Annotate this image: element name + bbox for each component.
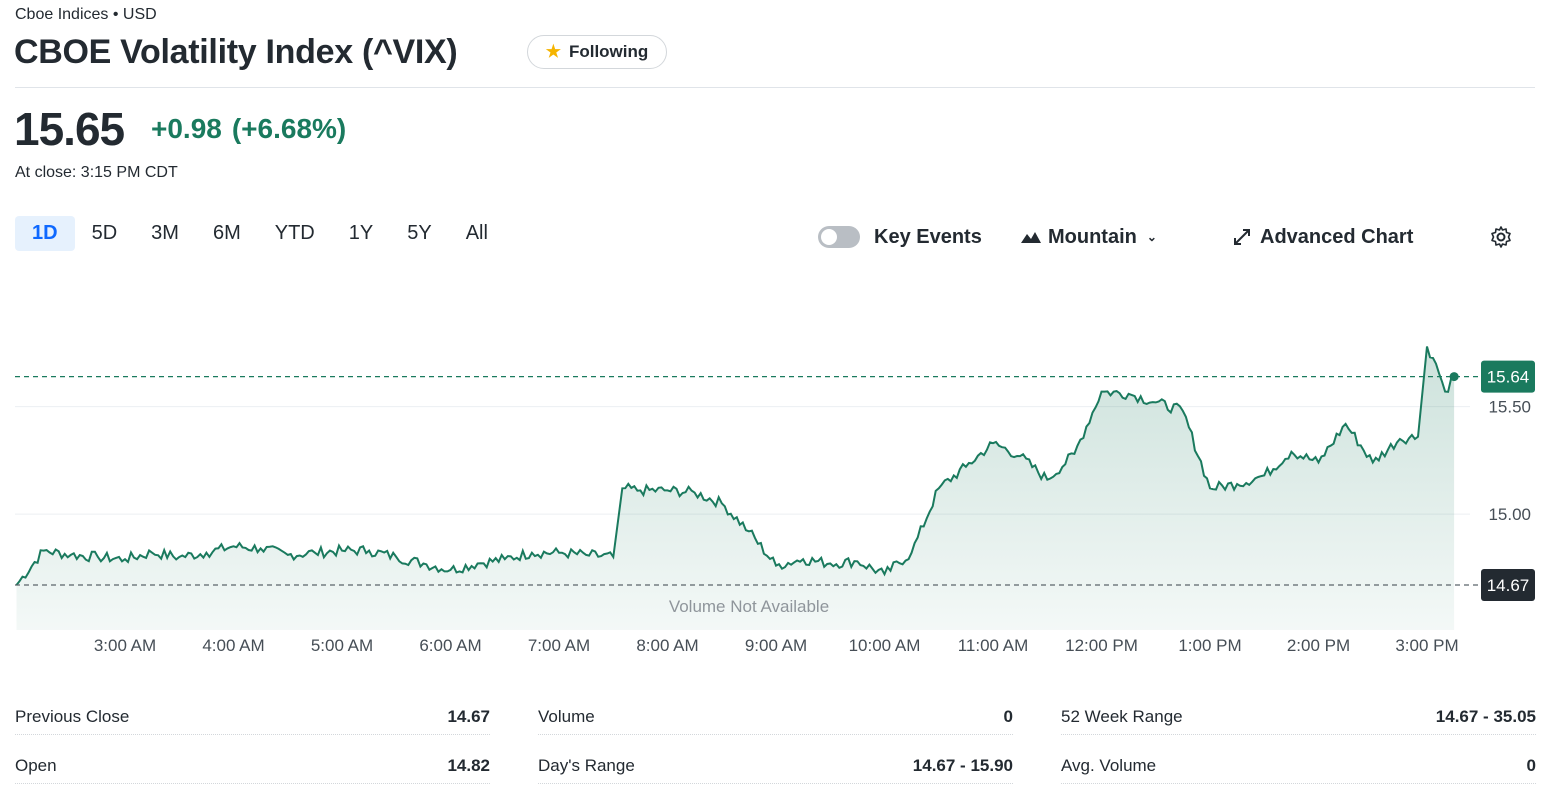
- stat-row-52-week-range: 52 Week Range 14.67 - 35.05: [1061, 700, 1536, 735]
- x-tick-label: 5:00 AM: [311, 636, 373, 655]
- change-percent: (+6.68%): [231, 113, 347, 144]
- star-icon: ★: [545, 42, 561, 61]
- current-price-label: 15.64: [1487, 368, 1530, 387]
- x-axis: 3:00 AM 4:00 AM 5:00 AM 6:00 AM 7:00 AM 8:00 …: [94, 636, 1459, 655]
- settings-button[interactable]: [1489, 222, 1513, 252]
- advanced-chart-label: Advanced Chart: [1260, 225, 1414, 248]
- chart-type-label: Mountain: [1048, 225, 1137, 248]
- stat-value: 14.67 - 15.90: [912, 756, 1013, 775]
- current-price-badge: [1481, 360, 1535, 393]
- chevron-down-icon: ⌄: [1146, 230, 1157, 244]
- key-events-toggle[interactable]: Key Events: [818, 222, 982, 252]
- stats-column: Volume 0 Day's Range 14.67 - 15.90: [538, 700, 1013, 798]
- x-tick-label: 3:00 AM: [94, 636, 156, 655]
- expand-icon: [1234, 229, 1250, 245]
- page-title: CBOE Volatility Index (^VIX): [14, 33, 458, 71]
- stats-column: 52 Week Range 14.67 - 35.05 Avg. Volume …: [1061, 700, 1536, 798]
- advanced-chart-button[interactable]: Advanced Chart: [1232, 222, 1413, 252]
- price-change: +0.98 (+6.68%): [151, 113, 356, 145]
- range-tab-3m[interactable]: 3M: [151, 222, 179, 244]
- stat-label: Avg. Volume: [1061, 756, 1157, 775]
- stat-value: 14.67 - 35.05: [1435, 707, 1536, 726]
- range-tab-6m[interactable]: 6M: [212, 222, 241, 244]
- x-tick-label: 10:00 AM: [849, 636, 921, 655]
- current-price: 15.65: [14, 103, 125, 155]
- price-chart[interactable]: 15.64 14.67 15.50 15.00 Volume Not Avail…: [0, 280, 1543, 670]
- range-tab-1d[interactable]: 1D: [15, 216, 75, 251]
- change-value: +0.98: [151, 113, 222, 144]
- stat-row-previous-close: Previous Close 14.67: [15, 700, 490, 735]
- range-tab-5y[interactable]: 5Y: [407, 222, 432, 244]
- stat-value: 0: [1526, 756, 1536, 775]
- x-tick-label: 4:00 AM: [202, 636, 264, 655]
- x-tick-label: 11:00 AM: [958, 636, 1029, 655]
- following-label: Following: [568, 42, 649, 61]
- stat-row-open: Open 14.82: [15, 749, 490, 784]
- stat-label: Previous Close: [15, 707, 130, 726]
- chart-type-dropdown[interactable]: Mountain ⌄: [1020, 222, 1157, 252]
- range-tab-1y[interactable]: 1Y: [348, 222, 374, 244]
- stat-label: Open: [15, 756, 57, 775]
- stat-row-days-range: Day's Range 14.67 - 15.90: [538, 749, 1013, 784]
- y-tick-label: 15.00: [1488, 505, 1531, 524]
- x-tick-label: 3:00 PM: [1395, 636, 1458, 655]
- range-tab-all[interactable]: All: [465, 222, 488, 244]
- mountain-icon: [1021, 232, 1041, 243]
- mountain-area: [16, 346, 1455, 630]
- range-tabs: 1D 5D 3M 6M YTD 1Y 5Y All: [15, 216, 505, 251]
- volume-note: Volume Not Available: [669, 597, 829, 616]
- x-tick-label: 2:00 PM: [1287, 636, 1350, 655]
- stat-row-volume: Volume 0: [538, 700, 1013, 735]
- current-price-dot: [1449, 372, 1459, 382]
- x-tick-label: 1:00 PM: [1178, 636, 1241, 655]
- exchange-label: Cboe Indices • USD: [15, 6, 157, 23]
- x-tick-label: 6:00 AM: [419, 636, 481, 655]
- x-tick-label: 8:00 AM: [636, 636, 698, 655]
- range-tab-ytd[interactable]: YTD: [274, 222, 315, 244]
- x-tick-label: 12:00 PM: [1065, 636, 1138, 655]
- stat-value: 14.67: [447, 707, 490, 726]
- y-tick-label: 15.50: [1488, 398, 1531, 417]
- stats-column: Previous Close 14.67 Open 14.82: [15, 700, 490, 798]
- price-line: [15, 346, 1455, 586]
- range-tab-5d[interactable]: 5D: [91, 222, 118, 244]
- stat-value: 0: [1003, 707, 1013, 726]
- close-time: At close: 3:15 PM CDT: [15, 164, 178, 181]
- following-button[interactable]: ★ Following: [527, 35, 667, 69]
- toggle-switch[interactable]: [818, 226, 860, 248]
- x-tick-label: 9:00 AM: [745, 636, 807, 655]
- stat-label: 52 Week Range: [1061, 707, 1183, 726]
- previous-close-label: 14.67: [1487, 576, 1530, 595]
- gear-icon: [1491, 226, 1511, 248]
- stat-row-avg-volume: Avg. Volume 0: [1061, 749, 1536, 784]
- x-tick-label: 7:00 AM: [528, 636, 590, 655]
- previous-close-badge: [1481, 568, 1535, 601]
- stat-label: Volume: [538, 707, 595, 726]
- stat-value: 14.82: [447, 756, 490, 775]
- stat-label: Day's Range: [538, 756, 635, 775]
- header-divider: [15, 87, 1535, 88]
- key-events-label: Key Events: [874, 225, 982, 248]
